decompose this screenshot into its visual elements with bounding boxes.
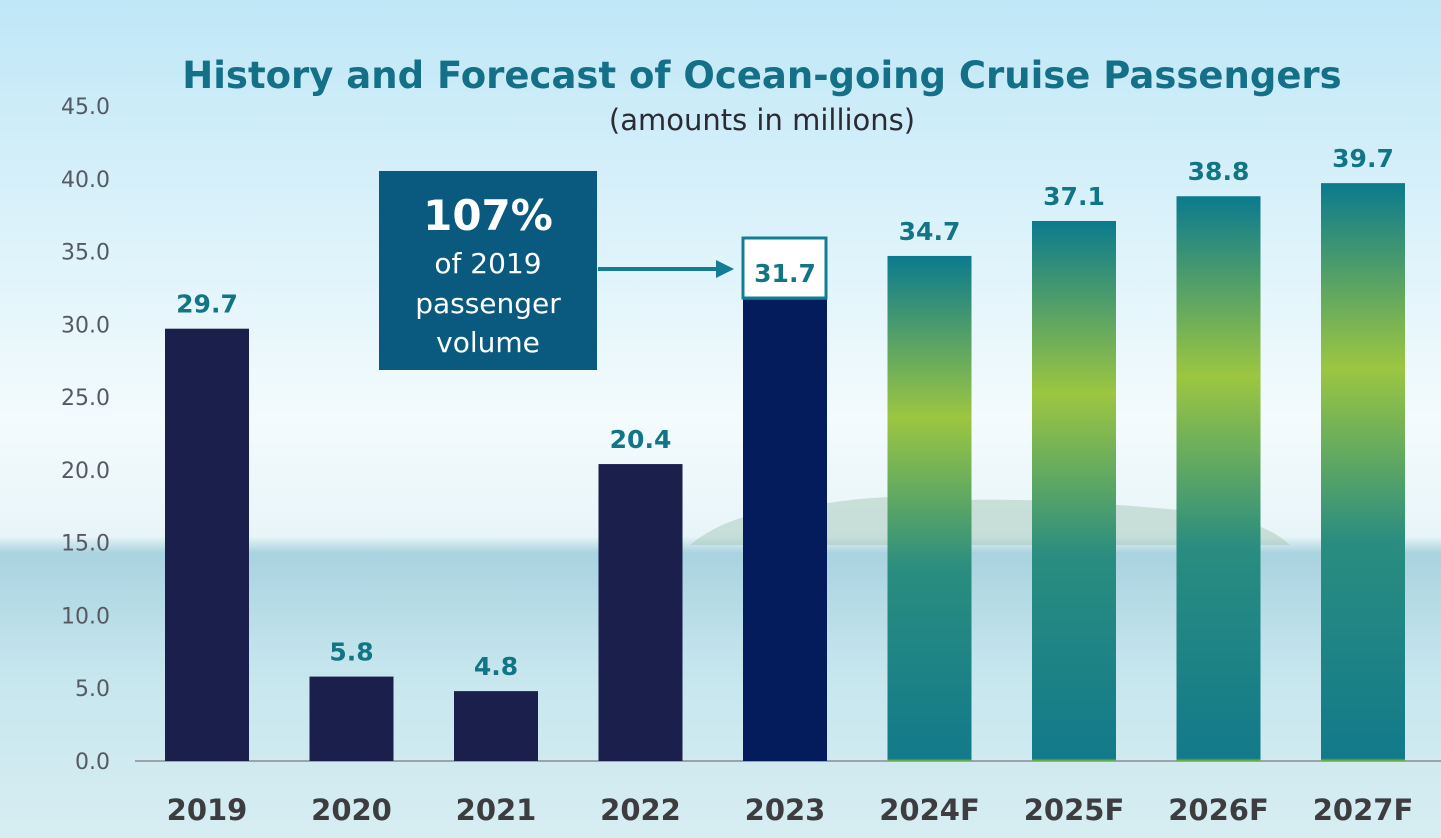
chart-subtitle: (amounts in millions) bbox=[609, 103, 915, 137]
chart-title: History and Forecast of Ocean-going Crui… bbox=[182, 54, 1341, 97]
callout-line-2: passenger bbox=[415, 287, 561, 320]
y-tick-label: 40.0 bbox=[61, 168, 110, 193]
data-label-2021: 4.8 bbox=[474, 652, 518, 681]
data-label-2027F: 39.7 bbox=[1332, 144, 1394, 173]
x-tick-2021: 2021 bbox=[456, 793, 537, 827]
callout-line-1: of 2019 bbox=[434, 247, 541, 280]
bar-2023 bbox=[743, 299, 827, 761]
y-tick-label: 30.0 bbox=[61, 313, 110, 338]
x-tick-2025F: 2025F bbox=[1024, 793, 1125, 827]
bar-2022 bbox=[598, 464, 683, 761]
y-tick-label: 5.0 bbox=[75, 677, 110, 702]
y-tick-label: 15.0 bbox=[61, 532, 110, 557]
data-label-2020: 5.8 bbox=[329, 638, 373, 667]
y-tick-label: 10.0 bbox=[61, 604, 110, 629]
y-tick-label: 35.0 bbox=[61, 241, 110, 266]
x-tick-2019: 2019 bbox=[167, 793, 248, 827]
bar-2025F bbox=[1032, 220, 1116, 761]
y-tick-label: 20.0 bbox=[61, 459, 110, 484]
x-tick-2024F: 2024F bbox=[879, 793, 980, 827]
callout-line-3: volume bbox=[436, 326, 540, 359]
bars bbox=[165, 183, 1405, 762]
callout-percent: 107% bbox=[423, 191, 553, 240]
x-tick-2020: 2020 bbox=[311, 793, 392, 827]
callout-box bbox=[379, 171, 597, 370]
bar-2019 bbox=[165, 328, 249, 761]
data-label-2025F: 37.1 bbox=[1043, 182, 1105, 211]
bar-2021 bbox=[454, 691, 538, 761]
data-label-2024F: 34.7 bbox=[899, 217, 961, 246]
callout: 107% of 2019 passenger volume 31.7 bbox=[379, 171, 828, 370]
y-tick-label: 0.0 bbox=[75, 750, 110, 775]
x-tick-2027F: 2027F bbox=[1313, 793, 1414, 827]
x-axis-ticks: 2019 2020 2021 2022 2023 2024F 2025F 2026F 2027F bbox=[167, 793, 1414, 827]
x-tick-2026F: 2026F bbox=[1168, 793, 1269, 827]
y-tick-label: 45.0 bbox=[61, 95, 110, 120]
bar-2024F bbox=[887, 255, 972, 761]
data-label-2026F: 38.8 bbox=[1188, 157, 1250, 186]
data-label-2019: 29.7 bbox=[176, 290, 238, 319]
data-label-2022: 20.4 bbox=[610, 425, 672, 454]
x-tick-2022: 2022 bbox=[600, 793, 681, 827]
background-island bbox=[690, 496, 1290, 545]
bar-2026F bbox=[1176, 196, 1261, 761]
y-tick-label: 25.0 bbox=[61, 386, 110, 411]
callout-arrow-head bbox=[716, 260, 734, 278]
x-tick-2023: 2023 bbox=[745, 793, 826, 827]
callout-target-frame bbox=[741, 236, 828, 300]
bar-2027F bbox=[1321, 183, 1405, 762]
data-label-2023: 31.7 bbox=[754, 259, 816, 288]
data-labels: 29.7 5.8 4.8 20.4 34.7 37.1 38.8 39.7 bbox=[176, 144, 1394, 681]
bar-2020 bbox=[309, 676, 394, 761]
y-axis-ticks: 0.0 5.0 10.0 15.0 20.0 25.0 30.0 35.0 40.0 45.0 bbox=[61, 95, 110, 775]
